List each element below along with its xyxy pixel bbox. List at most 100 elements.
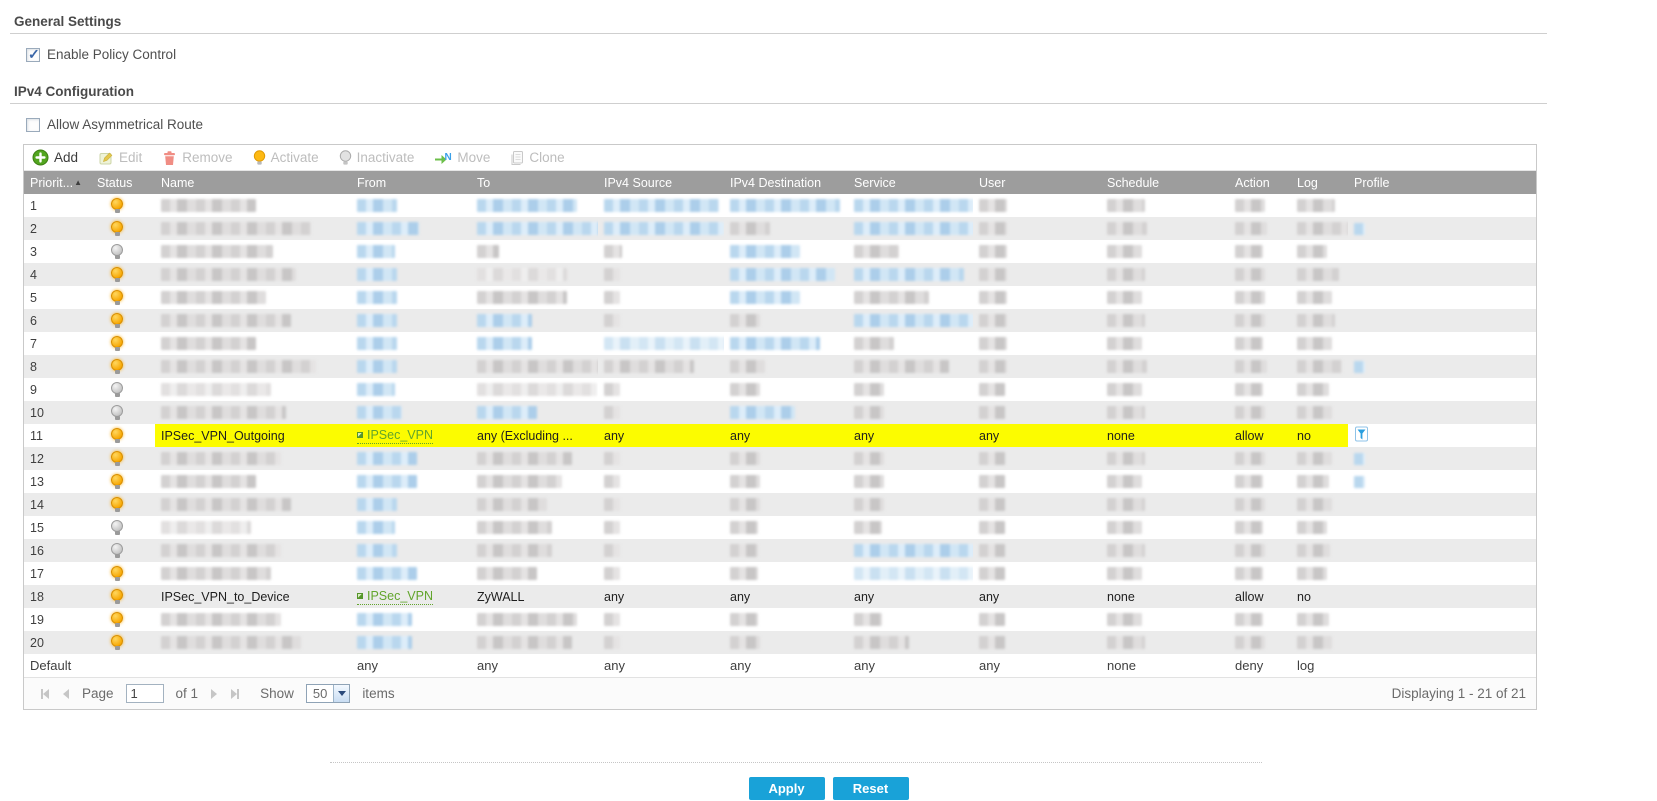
first-page-button[interactable] — [41, 688, 49, 699]
displaying-count: Displaying 1 - 21 of 21 — [1391, 686, 1526, 701]
page-size-select[interactable]: 50 — [305, 684, 351, 703]
activate-button[interactable]: Activate — [253, 149, 319, 166]
column-name[interactable]: Name — [155, 171, 351, 194]
column-user[interactable]: User — [973, 171, 1101, 194]
policy-row[interactable]: 16 — [24, 539, 1536, 562]
policy-row[interactable]: 10 — [24, 401, 1536, 424]
policy-row[interactable]: 4 — [24, 263, 1536, 286]
priority-cell: 18 — [24, 585, 91, 608]
enable-policy-row: Enable Policy Control — [26, 46, 1657, 63]
status-cell — [91, 585, 155, 608]
enable-policy-checkbox[interactable] — [26, 46, 40, 63]
redacted-block — [1235, 245, 1263, 258]
user-cell — [973, 631, 1101, 654]
policy-row[interactable]: 17 — [24, 562, 1536, 585]
profile-cell — [1348, 608, 1536, 631]
redacted-block — [357, 268, 397, 281]
redacted-block — [357, 314, 397, 327]
zone-link[interactable]: IPSec_VPN — [357, 589, 434, 605]
column-schedule[interactable]: Schedule — [1101, 171, 1229, 194]
user-cell: any — [973, 424, 1101, 447]
priority-cell: 1 — [30, 198, 37, 213]
policy-row[interactable]: 3 — [24, 240, 1536, 263]
log-cell — [1291, 240, 1348, 263]
redacted-block — [1297, 567, 1327, 580]
status-active-icon — [111, 313, 123, 328]
policy-row[interactable]: 8 — [24, 355, 1536, 378]
move-button[interactable]: N Move — [434, 150, 490, 165]
redacted-profile-icon — [1354, 452, 1365, 465]
dropdown-button[interactable] — [333, 685, 350, 702]
last-page-button[interactable] — [231, 688, 240, 699]
redacted-block — [1297, 268, 1339, 281]
redacted-block — [1235, 567, 1263, 580]
redacted-block — [161, 314, 291, 327]
reset-button[interactable]: Reset — [832, 777, 909, 800]
policy-row[interactable]: 13 — [24, 470, 1536, 493]
column-from[interactable]: From — [351, 171, 471, 194]
policy-row[interactable]: 11 IPSec_VPN_Outgoing IPSec_VPN any (Exclud… — [24, 424, 1536, 447]
log-cell — [1291, 470, 1348, 493]
policy-row[interactable]: 18 IPSec_VPN_to_Device IPSec_VPN ZyWALL any a… — [24, 585, 1536, 608]
column-ipv4-destination[interactable]: IPv4 Destination — [724, 171, 848, 194]
policy-row[interactable]: 1 — [24, 194, 1536, 217]
svc-cell — [848, 608, 973, 631]
from-cell — [351, 355, 471, 378]
redacted-block — [1107, 567, 1142, 580]
sched-cell — [1101, 631, 1229, 654]
policy-row[interactable]: 12 — [24, 447, 1536, 470]
column-priority[interactable]: Priorit...▲ — [24, 171, 91, 194]
name-cell — [155, 194, 351, 217]
column-status[interactable]: Status — [91, 171, 155, 194]
inactivate-button[interactable]: Inactivate — [339, 149, 414, 166]
column-service[interactable]: Service — [848, 171, 973, 194]
next-page-button[interactable] — [211, 688, 218, 699]
name-cell — [155, 447, 351, 470]
column-ipv4-source[interactable]: IPv4 Source — [598, 171, 724, 194]
clone-button[interactable]: Clone — [510, 150, 565, 166]
policy-row[interactable]: 6 — [24, 309, 1536, 332]
add-button[interactable]: Add — [32, 149, 78, 166]
sched-cell: none — [1101, 654, 1229, 677]
act-cell — [1229, 309, 1291, 332]
policy-row[interactable]: 19 — [24, 608, 1536, 631]
priority-cell: 9 — [30, 382, 37, 397]
sched-cell — [1101, 240, 1229, 263]
policy-row[interactable]: 15 — [24, 516, 1536, 539]
default-policy-row[interactable]: Default any any any any any any none deny log — [24, 654, 1536, 677]
profile-cell — [1348, 309, 1536, 332]
log-cell: log — [1291, 654, 1348, 677]
column-log[interactable]: Log — [1291, 171, 1348, 194]
redacted-block — [357, 199, 397, 212]
to-cell — [471, 608, 598, 631]
edit-button[interactable]: Edit — [98, 150, 142, 166]
dst-cell: any — [724, 654, 848, 677]
log-profile-icon — [1355, 426, 1368, 442]
redacted-block — [1107, 245, 1142, 258]
dst-cell: any — [724, 424, 848, 447]
policy-row[interactable]: 9 — [24, 378, 1536, 401]
policy-row[interactable]: 5 — [24, 286, 1536, 309]
remove-button[interactable]: Remove — [162, 150, 233, 166]
user-cell — [973, 378, 1101, 401]
policy-row[interactable]: 20 — [24, 631, 1536, 654]
redacted-block — [854, 268, 964, 281]
policy-row[interactable]: 14 — [24, 493, 1536, 516]
redacted-block — [854, 314, 973, 327]
sched-cell — [1101, 608, 1229, 631]
page-number-input[interactable] — [125, 684, 164, 703]
redacted-block — [854, 521, 882, 534]
column-profile[interactable]: Profile — [1348, 171, 1536, 194]
column-to[interactable]: To — [471, 171, 598, 194]
status-active-icon — [111, 428, 123, 443]
redacted-block — [1297, 613, 1329, 626]
policy-row[interactable]: 2 — [24, 217, 1536, 240]
apply-button[interactable]: Apply — [748, 777, 825, 800]
redacted-block — [161, 360, 316, 373]
zone-link[interactable]: IPSec_VPN — [357, 428, 434, 444]
redacted-block — [477, 521, 552, 534]
prev-page-button[interactable] — [63, 688, 69, 699]
column-action[interactable]: Action — [1229, 171, 1291, 194]
allow-asym-checkbox[interactable] — [26, 117, 40, 132]
policy-row[interactable]: 7 — [24, 332, 1536, 355]
